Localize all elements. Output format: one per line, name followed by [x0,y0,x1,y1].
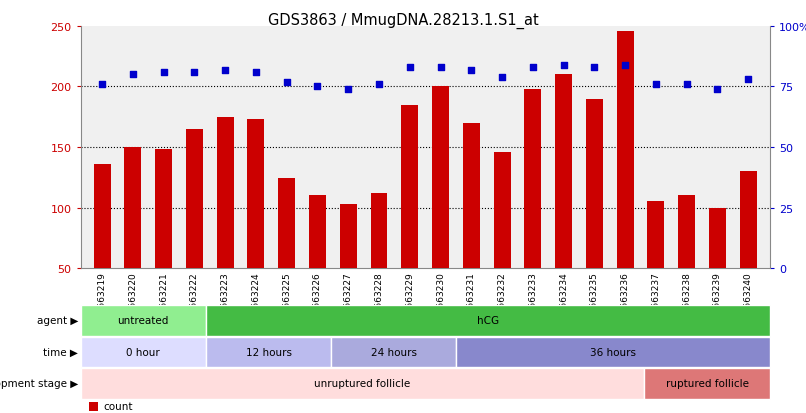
Text: count: count [103,401,133,411]
Bar [309,196,326,268]
Point [711,86,724,93]
Bar [740,172,757,268]
Bar [81,368,645,399]
Bar [525,90,542,268]
Bar [124,148,141,268]
Bar [432,87,449,268]
Bar [647,202,664,268]
Point [403,64,416,71]
Text: development stage ▶: development stage ▶ [0,378,78,389]
Point [680,81,693,88]
Bar [645,368,770,399]
Bar [371,194,388,268]
Bar [463,123,480,268]
Text: 12 hours: 12 hours [246,347,292,357]
Bar [493,152,510,268]
Point [465,67,478,74]
Point [372,81,385,88]
Bar [206,306,770,336]
Bar [709,208,726,268]
Text: hCG: hCG [477,316,499,326]
Point [557,62,570,69]
Point [218,67,231,74]
Bar [81,337,206,367]
Bar [617,32,634,268]
Point [280,79,293,86]
Point [588,64,600,71]
Point [342,86,355,93]
Text: time ▶: time ▶ [44,347,78,357]
Text: untreated: untreated [118,316,169,326]
Text: 24 hours: 24 hours [371,347,417,357]
Point [188,69,201,76]
Bar [186,130,203,268]
Bar [247,120,264,268]
Point [96,81,109,88]
Bar [586,100,603,268]
Bar [331,337,456,367]
Bar [156,150,172,268]
Bar [340,204,357,268]
Bar [555,75,572,268]
Point [127,72,139,78]
Point [650,81,663,88]
Point [250,69,263,76]
Bar [217,117,234,268]
Bar [456,337,770,367]
Bar [678,196,695,268]
Text: unruptured follicle: unruptured follicle [314,378,410,389]
Point [157,69,170,76]
Text: ruptured follicle: ruptured follicle [666,378,749,389]
Text: agent ▶: agent ▶ [37,316,78,326]
Text: 36 hours: 36 hours [590,347,636,357]
Bar [93,164,110,268]
Text: GDS3863 / MmugDNA.28213.1.S1_at: GDS3863 / MmugDNA.28213.1.S1_at [268,12,538,28]
Point [619,62,632,69]
Point [496,74,509,81]
Point [526,64,539,71]
Bar [206,337,331,367]
Bar [401,105,418,268]
Point [434,64,447,71]
Text: 0 hour: 0 hour [127,347,160,357]
Bar [81,306,206,336]
Point [742,77,754,83]
Point [311,84,324,90]
Bar [278,179,295,268]
Text: percentile rank within the sample: percentile rank within the sample [103,412,279,413]
